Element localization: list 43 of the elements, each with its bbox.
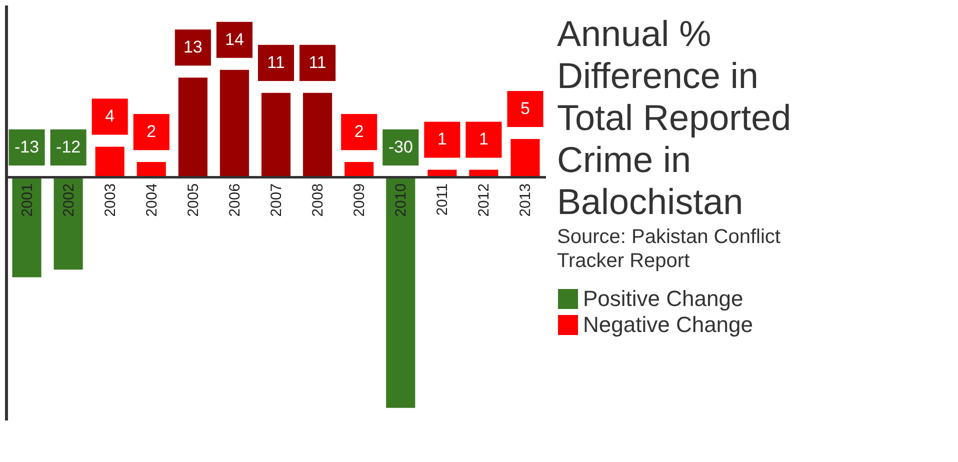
data-label: 2 xyxy=(354,122,364,142)
data-label: 4 xyxy=(105,106,115,126)
bar xyxy=(428,170,457,178)
data-label: 13 xyxy=(183,38,202,57)
text: Annual % Difference in Total Reported Crime in Balochistan xyxy=(557,13,792,222)
x-tick-label: 2002 xyxy=(60,183,78,217)
data-label: -13 xyxy=(14,137,40,156)
x-tick-label: 2003 xyxy=(102,183,119,217)
x-tick-label: 2010 xyxy=(392,183,410,217)
bar xyxy=(95,146,124,178)
x-tick-label: 2012 xyxy=(476,183,493,217)
data-label: 14 xyxy=(225,30,244,49)
x-tick-label: 2007 xyxy=(268,183,285,217)
bar xyxy=(54,177,83,270)
x-tick-label: 2001 xyxy=(18,183,36,217)
bar xyxy=(178,78,208,178)
x-tick-label: 2008 xyxy=(310,183,327,217)
data-label: 11 xyxy=(308,52,326,72)
legend-label: Negative Change xyxy=(583,312,754,337)
data-label: 11 xyxy=(267,52,285,72)
bar xyxy=(303,92,332,178)
bar xyxy=(469,170,498,178)
data-label: -12 xyxy=(56,137,81,156)
data-label: 2 xyxy=(146,122,156,142)
bar xyxy=(510,139,540,178)
bar xyxy=(386,177,416,408)
x-tick-label: 2011 xyxy=(434,183,452,216)
x-tick-label: 2013 xyxy=(517,183,534,217)
bar xyxy=(344,162,374,178)
bar xyxy=(136,162,166,178)
bar xyxy=(261,92,291,178)
data-label: 1 xyxy=(478,130,488,149)
bar xyxy=(12,177,42,278)
x-tick-label: 2006 xyxy=(226,183,244,217)
data-label: 1 xyxy=(437,130,447,149)
bar xyxy=(220,70,249,178)
x-tick-label: 2005 xyxy=(184,183,202,217)
data-label: -30 xyxy=(388,137,413,156)
data-label: 5 xyxy=(520,99,530,118)
legend-label: Positive Change xyxy=(583,286,744,311)
source-note: Source: Pakistan Conflict Tracker Report xyxy=(557,226,781,272)
x-tick-label: 2009 xyxy=(351,183,368,217)
x-tick-label: 2004 xyxy=(143,183,160,217)
